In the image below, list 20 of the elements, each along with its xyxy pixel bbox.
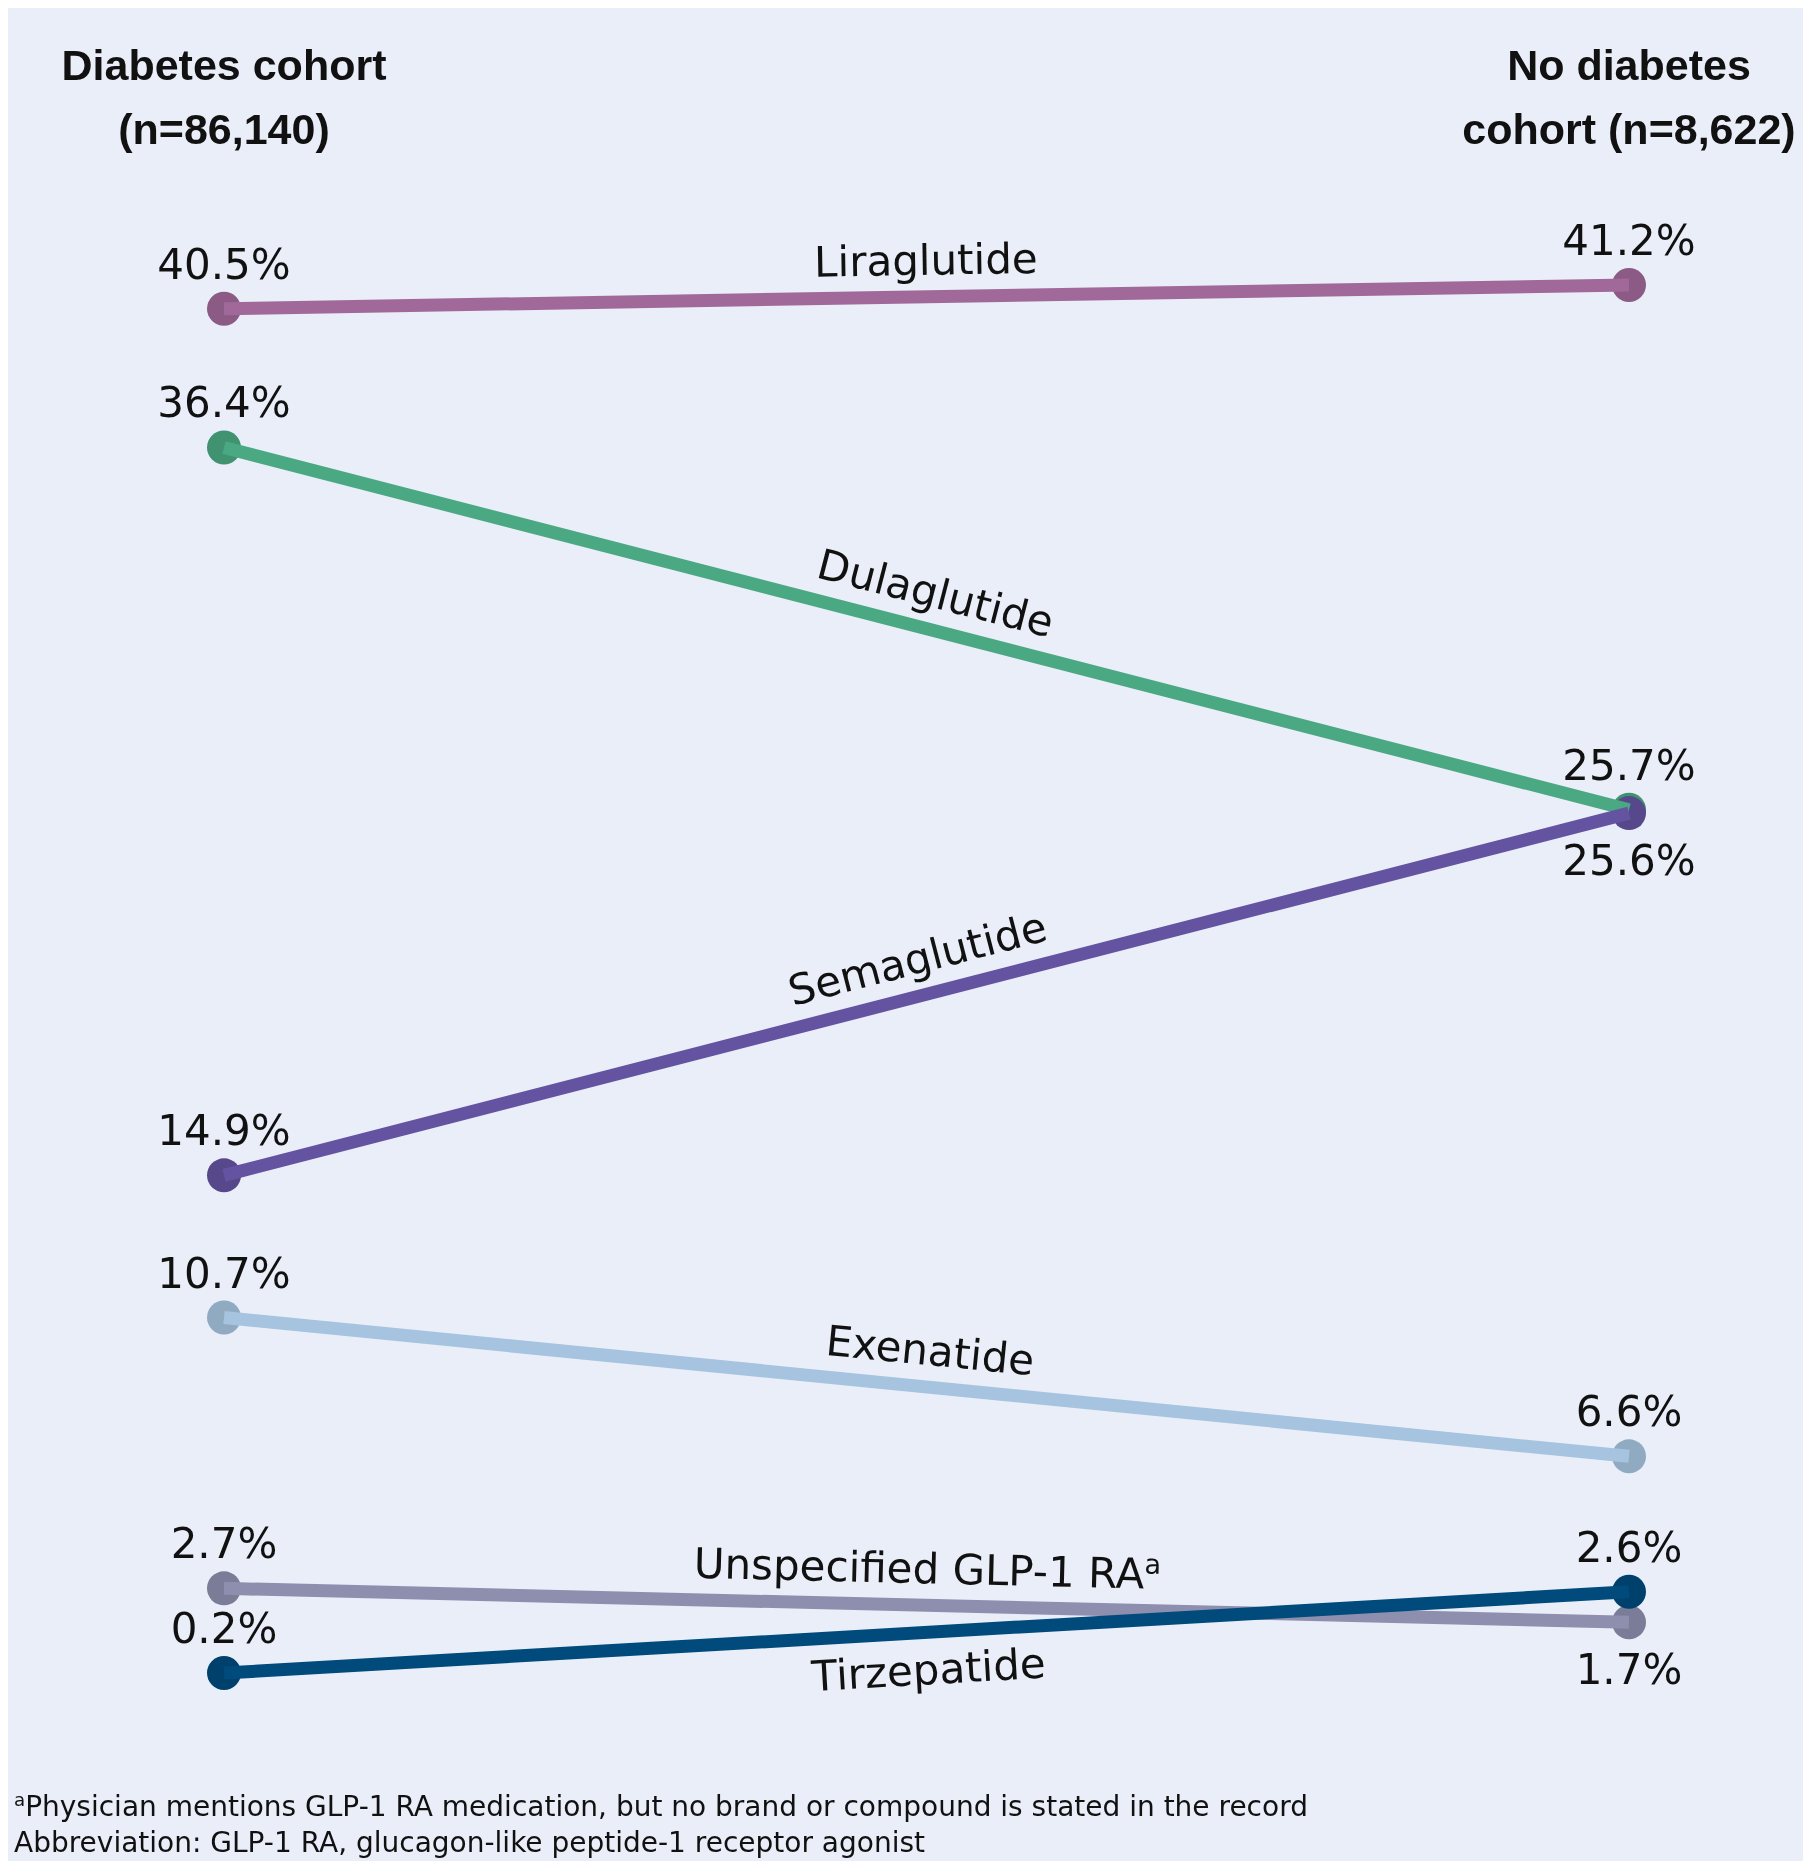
data-label: 41.2% — [1562, 216, 1696, 265]
x-tick-label: Diabetes cohort (n=86,140) — [61, 41, 387, 153]
text: Abbreviation: GLP-1 RA, glucagon-like peptide-1 receptor agonist — [14, 1826, 926, 1859]
data-label: 2.6% — [1575, 1522, 1683, 1572]
data-label: 2.7% — [170, 1519, 278, 1569]
text: Exenatide — [823, 1315, 1037, 1386]
x-tick-label: No diabetes cohort (n=8,622) — [1462, 41, 1796, 153]
data-label: 1.7% — [1575, 1645, 1683, 1695]
data-label: 14.9% — [157, 1106, 291, 1156]
series-label: Unspecified GLP-1 RA$^{a}$ — [693, 1538, 1162, 1599]
data-label: 40.5% — [157, 239, 291, 289]
data-label: 6.6% — [1575, 1387, 1683, 1437]
data-label: 25.6% — [1562, 836, 1696, 886]
data-label: 0.2% — [170, 1604, 278, 1653]
text: $^{a}$Physician mentions GLP-1 RA medication, but no brand or compound is stated in the record — [14, 1788, 1308, 1823]
data-label: 10.7% — [157, 1248, 291, 1298]
data-label: 25.7% — [1562, 740, 1696, 790]
series-label: Tirzepatide — [809, 1638, 1047, 1702]
data-label: 36.4% — [157, 378, 291, 428]
series-label: Liraglutide — [813, 233, 1039, 287]
